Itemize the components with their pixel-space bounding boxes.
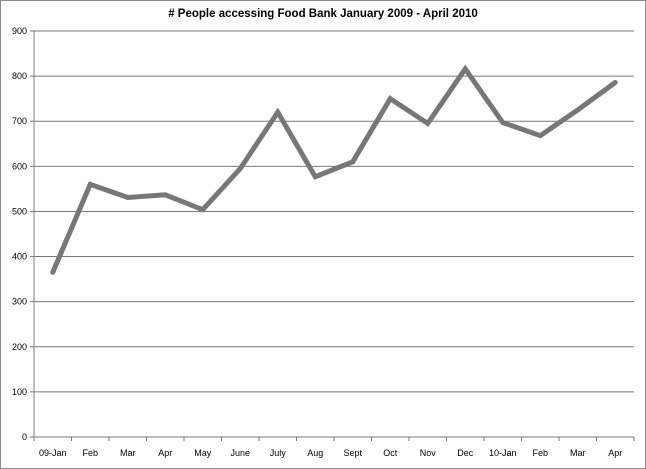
x-tick-label: 10-Jan	[489, 448, 517, 458]
x-tick-label: Oct	[383, 448, 398, 458]
x-tick-label: Mar	[120, 448, 136, 458]
x-tick-label: July	[270, 448, 287, 458]
x-tick-label: June	[230, 448, 250, 458]
y-tick-label: 900	[12, 26, 27, 36]
y-tick-label: 400	[12, 252, 27, 262]
x-tick-label: Feb	[532, 448, 548, 458]
chart-title: # People accessing Food Bank January 200…	[168, 8, 478, 20]
y-tick-label: 200	[12, 342, 27, 352]
x-tick-label: Mar	[570, 448, 586, 458]
y-tick-label: 100	[12, 387, 27, 397]
x-tick-label: Feb	[82, 448, 98, 458]
x-tick-label: Nov	[420, 448, 437, 458]
y-tick-label: 500	[12, 206, 27, 216]
y-tick-label: 800	[12, 71, 27, 81]
x-tick-label: 09-Jan	[39, 448, 67, 458]
x-tick-label: Sept	[343, 448, 362, 458]
x-tick-label: Dec	[457, 448, 474, 458]
x-tick-label: Apr	[158, 448, 172, 458]
x-tick-label: Apr	[608, 448, 622, 458]
y-tick-label: 0	[22, 432, 27, 442]
y-tick-label: 600	[12, 161, 27, 171]
y-tick-label: 700	[12, 116, 27, 126]
x-tick-label: Aug	[307, 448, 323, 458]
y-tick-label: 300	[12, 297, 27, 307]
x-tick-label: May	[194, 448, 212, 458]
series-line	[50, 64, 618, 275]
